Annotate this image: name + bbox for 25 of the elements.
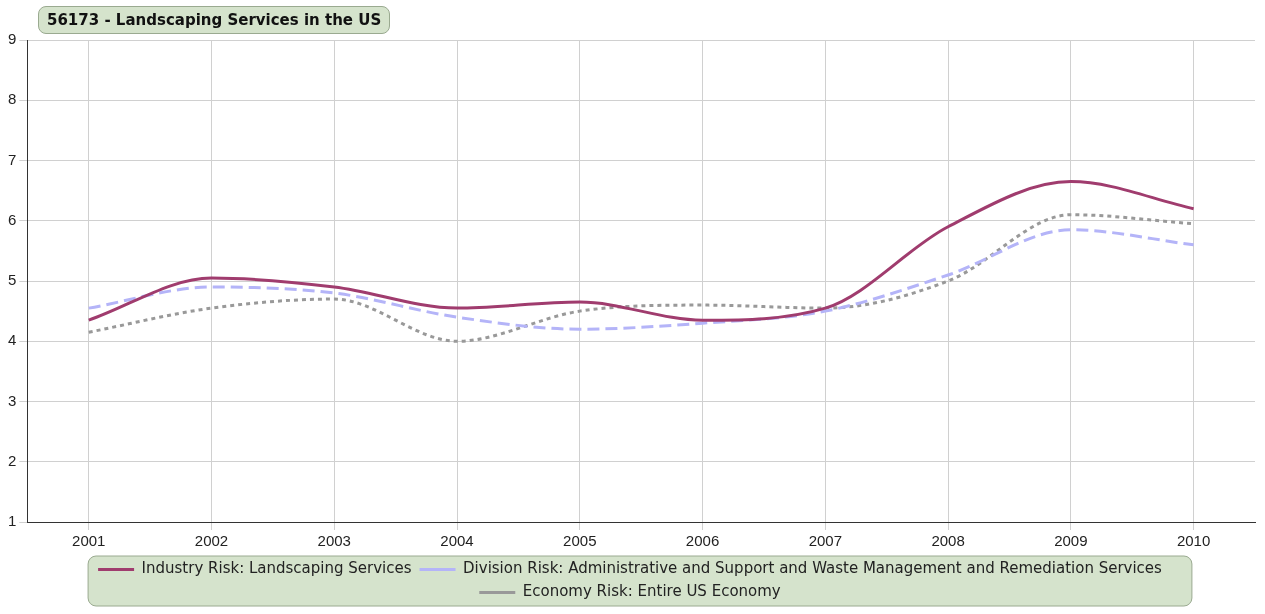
y-tick-label: 3 xyxy=(8,391,17,409)
legend-label: Economy Risk: Entire US Economy xyxy=(522,582,781,601)
y-tick-label: 5 xyxy=(8,271,17,289)
x-tick-label: 2008 xyxy=(931,532,965,550)
y-tick-label: 7 xyxy=(8,150,17,168)
x-tick-label: 2007 xyxy=(808,532,843,550)
y-tick-label: 1 xyxy=(8,512,17,530)
x-tick-label: 2002 xyxy=(194,532,229,550)
chart-title: 56173 - Landscaping Services in the US xyxy=(38,6,391,34)
y-tick-label: 2 xyxy=(8,451,17,469)
y-tick-label: 9 xyxy=(8,30,17,48)
legend-label: Division Risk: Administrative and Support and Waste Management and Remediation Services xyxy=(463,559,1163,578)
line-series xyxy=(87,180,1196,322)
line-series xyxy=(87,228,1196,331)
x-tick-label: 2010 xyxy=(1176,532,1211,550)
y-tick-label: 6 xyxy=(8,210,17,228)
x-tick-label: 2004 xyxy=(440,532,474,550)
x-tick-label: 2001 xyxy=(72,532,106,550)
x-tick-label: 2003 xyxy=(317,532,351,550)
y-tick-label: 8 xyxy=(8,90,17,108)
x-tick-label: 2009 xyxy=(1054,532,1088,550)
x-tick-label: 2006 xyxy=(685,532,720,550)
legend-label: Industry Risk: Landscaping Services xyxy=(141,559,412,578)
y-tick-label: 4 xyxy=(8,331,17,349)
x-tick-label: 2005 xyxy=(563,532,597,550)
